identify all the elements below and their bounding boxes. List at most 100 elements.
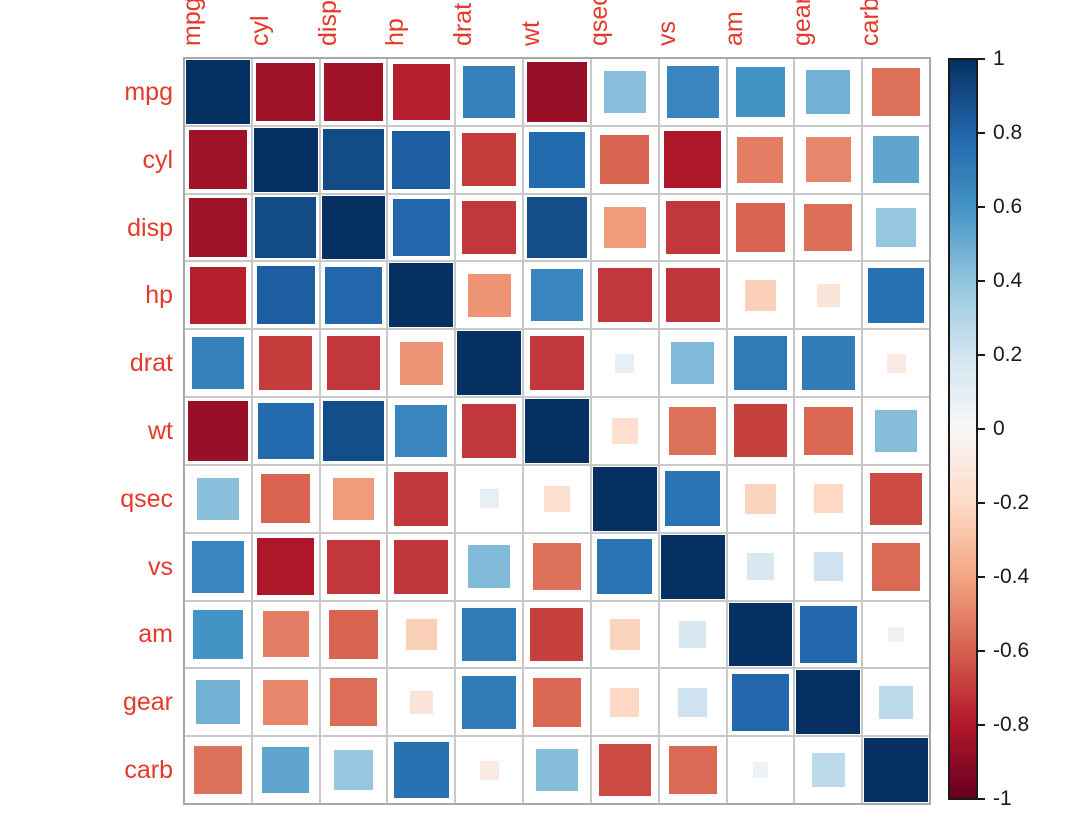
corr-cell [727,533,794,600]
corr-cell [863,330,929,397]
corr-cell [320,262,387,329]
corr-square [799,606,857,663]
corr-square [872,68,920,116]
corr-cell [524,669,590,736]
corr-cell [456,737,523,803]
corr-cell [252,398,319,464]
column-label-mpg: mpg [177,0,206,46]
corr-square [195,680,240,725]
corr-square [732,673,789,731]
corr-cell [320,465,387,532]
corr-square [479,760,499,780]
corr-cell [252,533,319,600]
corr-square [543,485,571,512]
corr-square [462,404,517,458]
corr-square [668,745,717,795]
corr-cell [863,533,929,600]
corr-cell [185,59,251,125]
corr-square [735,203,785,253]
corr-cell [727,669,794,736]
row-label-wt: wt [148,417,173,445]
corr-square [745,483,776,515]
corr-square [192,540,244,593]
corr-cell [320,533,387,600]
corr-cell [659,330,726,397]
corr-square [393,742,449,798]
corr-square [813,484,843,514]
corr-square [197,478,239,520]
column-label-gear: gear [788,0,817,46]
corr-cell [863,262,929,329]
corr-cell [524,330,590,397]
corr-cell [320,126,387,193]
corr-cell [320,398,387,464]
corr-cell [524,737,590,803]
row-label-qsec: qsec [120,484,173,513]
corr-square [261,474,311,524]
corr-square [389,263,454,328]
corr-cell [185,465,251,532]
corr-cell [659,465,726,532]
corr-cell [185,533,251,600]
corr-cell [727,398,794,464]
corr-cell [456,262,523,329]
corr-cell [863,737,929,803]
corr-cell [252,59,319,125]
corr-cell [456,59,523,125]
corr-cell [388,465,455,532]
corr-square [186,60,250,124]
corr-square [468,545,511,588]
corr-square [188,198,248,257]
corr-square [733,404,787,458]
corr-square [597,539,653,595]
corr-square [886,353,906,373]
column-label-am: am [720,11,749,46]
corr-square [525,399,589,463]
corr-cell [591,398,658,464]
column-label-vs: vs [652,21,681,46]
corr-cell [659,262,726,329]
colorbar-tick-label: -1 [993,787,1012,810]
corr-square [806,69,851,114]
corr-cell [252,465,319,532]
corr-square [668,407,717,455]
corr-square [801,336,855,390]
corr-square [665,268,720,323]
corr-cell [185,262,251,329]
corr-cell [659,533,726,600]
corr-square [611,417,638,445]
column-label-qsec: qsec [584,0,613,46]
corr-square [536,749,578,791]
corr-cell [795,669,862,736]
corr-cell [659,194,726,261]
colorbar-tick-mark [978,724,985,726]
corr-cell [591,669,658,736]
corr-cell [659,669,726,736]
corr-square [399,341,443,385]
corr-cell [659,601,726,668]
colorbar-tick-label: -0.8 [993,713,1030,736]
corr-square [479,489,499,509]
corr-cell [795,601,862,668]
colorbar-tick-mark [978,798,985,800]
corr-square [660,534,725,599]
corr-square [530,336,584,391]
corr-cell [659,59,726,125]
corr-cell [456,126,523,193]
corr-cell [795,59,862,125]
corr-cell [591,59,658,125]
corr-square [804,203,853,252]
corr-cell [591,194,658,261]
row-label-mpg: mpg [124,77,173,106]
corr-cell [456,669,523,736]
corr-cell [185,194,251,261]
corr-square [462,133,516,187]
corr-square [457,331,522,396]
corr-square [528,131,586,188]
colorbar-tick-label: 0.2 [993,343,1023,366]
column-label-hp: hp [381,18,410,46]
corr-square [679,621,706,648]
colorbar-tick-mark [978,428,985,430]
corr-square [323,400,384,462]
